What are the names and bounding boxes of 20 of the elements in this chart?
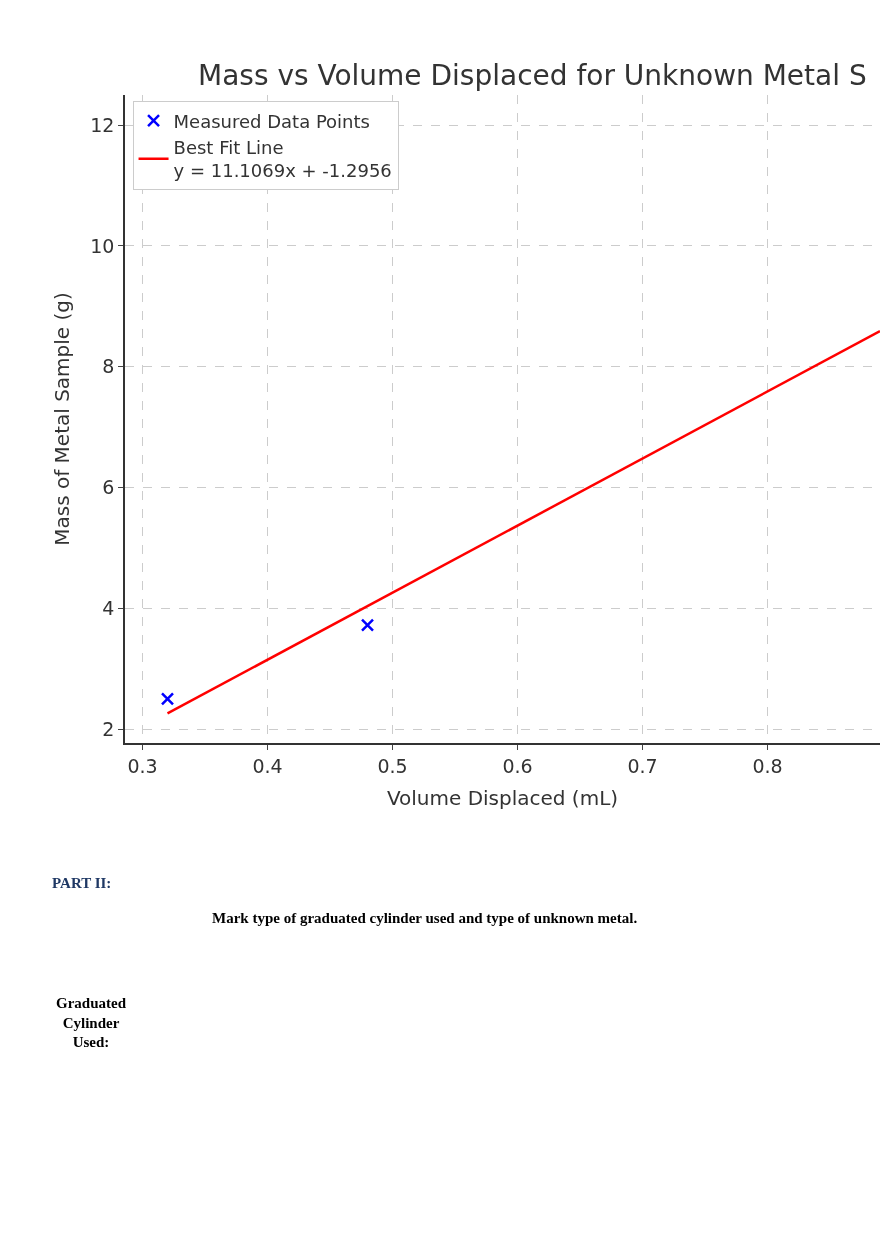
text: Mark type of graduated cylinder used and type of unknown metal. bbox=[212, 910, 638, 926]
y-tick-label: 8 bbox=[102, 355, 115, 378]
legend-label: Measured Data Points bbox=[173, 110, 370, 132]
y-tick-label: 12 bbox=[90, 113, 115, 136]
x-axis-title: Volume Displaced (mL) bbox=[386, 785, 619, 810]
x-tick-label: 0.6 bbox=[502, 754, 533, 777]
x-tick-label: 0.8 bbox=[752, 754, 783, 777]
x-tick-label: 0.7 bbox=[627, 754, 658, 777]
x-tick-label: 0.4 bbox=[252, 754, 283, 777]
text: Graduated Cylinder Used: bbox=[56, 995, 127, 1050]
y-tick-label: 4 bbox=[102, 596, 115, 619]
y-axis-title: Mass of Metal Sample (g) bbox=[50, 292, 75, 546]
y-tick-label: 6 bbox=[102, 476, 115, 499]
y-tick-label: 10 bbox=[90, 234, 115, 257]
x-tick-label: 0.5 bbox=[377, 754, 408, 777]
y-tick-label: 2 bbox=[102, 717, 115, 740]
x-tick-label: 0.3 bbox=[127, 754, 158, 777]
text: PART II: bbox=[52, 875, 112, 891]
chart-title: Mass vs Volume Displaced for Unknown Metal S bbox=[198, 58, 867, 92]
legend-label: Best Fit Line y = 11.1069x + -1.2956 bbox=[173, 137, 392, 182]
